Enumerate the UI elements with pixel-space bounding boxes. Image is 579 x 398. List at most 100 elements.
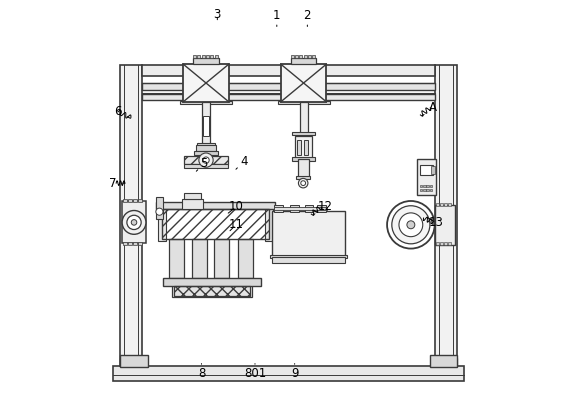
Circle shape bbox=[122, 211, 146, 234]
Bar bbox=[295, 136, 312, 159]
Bar bbox=[291, 58, 317, 64]
Bar bbox=[317, 205, 326, 212]
Bar bbox=[138, 199, 142, 202]
Bar bbox=[203, 116, 209, 136]
Bar bbox=[174, 286, 250, 296]
Bar bbox=[133, 199, 137, 202]
Bar bbox=[426, 189, 428, 191]
Bar bbox=[194, 150, 218, 155]
Text: 11: 11 bbox=[229, 218, 243, 231]
Bar bbox=[184, 164, 228, 168]
Bar bbox=[296, 176, 310, 179]
Bar bbox=[281, 64, 327, 102]
Bar bbox=[440, 242, 443, 245]
Bar bbox=[192, 239, 207, 278]
Bar bbox=[420, 165, 433, 175]
Text: 4: 4 bbox=[236, 155, 248, 169]
Text: 13: 13 bbox=[428, 216, 444, 229]
Text: 1: 1 bbox=[273, 9, 281, 27]
Text: 5: 5 bbox=[196, 157, 208, 171]
Bar bbox=[197, 55, 200, 58]
Bar bbox=[184, 156, 228, 164]
Bar bbox=[295, 55, 298, 58]
Circle shape bbox=[392, 206, 430, 244]
Bar bbox=[430, 185, 432, 187]
Text: 3: 3 bbox=[214, 8, 221, 21]
Text: 2: 2 bbox=[303, 9, 311, 27]
Bar bbox=[430, 355, 457, 367]
Bar bbox=[291, 55, 294, 58]
Bar bbox=[290, 205, 299, 212]
Bar bbox=[305, 205, 313, 212]
Bar bbox=[133, 242, 137, 245]
Bar bbox=[123, 199, 127, 202]
Bar bbox=[303, 140, 307, 155]
Bar bbox=[120, 65, 141, 367]
Circle shape bbox=[301, 181, 306, 185]
Bar bbox=[158, 207, 166, 241]
Bar bbox=[141, 83, 435, 90]
Bar bbox=[420, 189, 422, 191]
Text: 9: 9 bbox=[291, 364, 298, 380]
Bar bbox=[196, 145, 216, 151]
Bar bbox=[444, 203, 447, 206]
Bar bbox=[156, 202, 275, 209]
Circle shape bbox=[156, 208, 163, 215]
Bar bbox=[312, 55, 315, 58]
Bar bbox=[308, 55, 311, 58]
Bar bbox=[206, 55, 209, 58]
Bar bbox=[448, 203, 451, 206]
Text: 7: 7 bbox=[109, 177, 125, 189]
Circle shape bbox=[298, 178, 308, 188]
Bar bbox=[128, 199, 132, 202]
Bar bbox=[436, 242, 439, 245]
Bar bbox=[435, 65, 457, 367]
Text: 801: 801 bbox=[244, 364, 266, 380]
Bar bbox=[265, 207, 273, 241]
Bar bbox=[141, 65, 435, 76]
Circle shape bbox=[399, 213, 423, 237]
Text: 12: 12 bbox=[313, 201, 333, 215]
Bar bbox=[202, 102, 210, 145]
Bar bbox=[123, 242, 127, 245]
Bar bbox=[274, 207, 327, 210]
Bar bbox=[430, 189, 432, 191]
Bar bbox=[448, 242, 451, 245]
Circle shape bbox=[407, 221, 415, 229]
Bar bbox=[113, 367, 464, 381]
Circle shape bbox=[131, 220, 137, 225]
Bar bbox=[122, 201, 146, 243]
Bar bbox=[162, 209, 269, 239]
Bar bbox=[156, 197, 163, 219]
Bar bbox=[238, 239, 253, 278]
Bar bbox=[292, 157, 314, 160]
Bar bbox=[183, 64, 229, 102]
Bar bbox=[182, 199, 203, 209]
Bar bbox=[431, 166, 435, 174]
Circle shape bbox=[127, 215, 141, 230]
Bar bbox=[180, 101, 232, 104]
Bar bbox=[120, 358, 141, 367]
Bar bbox=[168, 239, 184, 278]
Bar bbox=[193, 55, 196, 58]
Bar bbox=[272, 211, 345, 256]
Bar bbox=[210, 55, 213, 58]
Bar bbox=[270, 255, 347, 258]
Bar bbox=[417, 159, 436, 195]
Bar bbox=[138, 242, 142, 245]
Bar bbox=[292, 132, 314, 135]
Bar bbox=[423, 189, 426, 191]
Circle shape bbox=[387, 201, 435, 249]
Bar bbox=[435, 358, 457, 367]
Bar bbox=[120, 355, 148, 367]
Bar bbox=[215, 55, 218, 58]
Circle shape bbox=[203, 157, 209, 163]
Bar bbox=[193, 58, 219, 64]
Bar bbox=[214, 239, 229, 278]
Bar bbox=[298, 159, 309, 177]
Bar bbox=[426, 185, 428, 187]
Bar bbox=[272, 257, 345, 263]
Text: A: A bbox=[422, 101, 437, 116]
Bar bbox=[197, 143, 215, 146]
Bar bbox=[277, 101, 329, 104]
